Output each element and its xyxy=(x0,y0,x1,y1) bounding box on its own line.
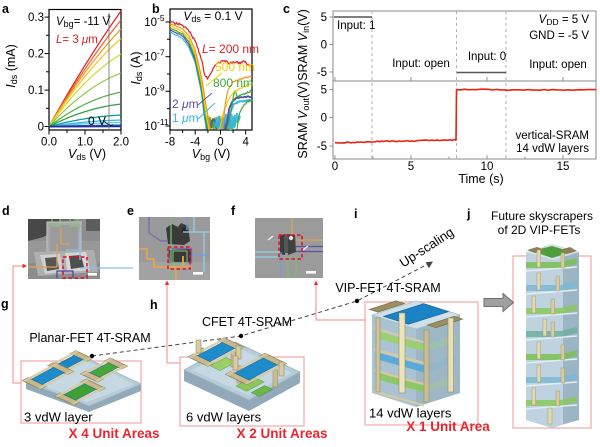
svg-text:-5: -5 xyxy=(317,141,327,153)
svg-text:Vds = 0.1 V: Vds = 0.1 V xyxy=(183,9,242,24)
svg-text:Input: 0: Input: 0 xyxy=(468,51,506,63)
svg-text:j: j xyxy=(466,207,470,221)
svg-text:VDD = 5 V: VDD = 5 V xyxy=(539,14,590,27)
svg-text:Time (s): Time (s) xyxy=(458,172,503,186)
svg-text:500 nm: 500 nm xyxy=(215,60,255,74)
svg-text:10: 10 xyxy=(144,121,157,133)
svg-text:VIP-FET 4T-SRAM: VIP-FET 4T-SRAM xyxy=(335,281,440,295)
svg-text:0: 0 xyxy=(332,161,338,173)
svg-text:0: 0 xyxy=(217,137,223,149)
svg-text:0 V: 0 V xyxy=(88,114,106,128)
svg-text:-7: -7 xyxy=(157,48,165,58)
svg-text:h: h xyxy=(150,298,158,312)
svg-text:Future skyscrapers: Future skyscrapers xyxy=(491,209,593,223)
svg-text:10: 10 xyxy=(144,17,157,29)
svg-text:L= 200 nm: L= 200 nm xyxy=(202,42,259,56)
svg-text:0.1: 0.1 xyxy=(28,85,44,97)
svg-text:Vbg (V): Vbg (V) xyxy=(192,147,231,162)
svg-text:Input: 1: Input: 1 xyxy=(337,20,375,32)
svg-text:14 vdW layers: 14 vdW layers xyxy=(369,406,452,421)
svg-text:0: 0 xyxy=(321,40,327,52)
svg-text:SRAM Vout(V): SRAM Vout(V) xyxy=(296,81,311,158)
svg-text:6 vdW layers: 6 vdW layers xyxy=(186,410,262,425)
svg-text:X 4 Unit Areas: X 4 Unit Areas xyxy=(68,426,159,441)
svg-text:of 2D VIP-FETs: of 2D VIP-FETs xyxy=(498,223,581,237)
svg-text:GND = -5 V: GND = -5 V xyxy=(529,30,589,42)
svg-text:Input: open: Input: open xyxy=(392,58,450,70)
svg-text:d: d xyxy=(2,204,10,218)
svg-text:i: i xyxy=(354,207,357,221)
svg-text:b: b xyxy=(152,2,160,16)
svg-text:Vbg= -11 V: Vbg= -11 V xyxy=(56,16,111,29)
svg-text:Vds (V): Vds (V) xyxy=(68,147,106,162)
svg-text:5: 5 xyxy=(408,161,414,173)
svg-text:a: a xyxy=(2,2,10,16)
svg-text:L= 3 μm: L= 3 μm xyxy=(56,34,98,46)
svg-text:g: g xyxy=(1,297,9,311)
svg-text:-9: -9 xyxy=(157,82,165,92)
svg-text:X 2 Unit Areas: X 2 Unit Areas xyxy=(236,426,327,441)
svg-text:10: 10 xyxy=(481,161,494,173)
svg-text:Ids (A): Ids (A) xyxy=(129,51,144,84)
svg-text:-4: -4 xyxy=(190,137,201,149)
svg-text:Ids (mA): Ids (mA) xyxy=(4,44,19,88)
svg-text:10: 10 xyxy=(144,52,157,64)
svg-text:10: 10 xyxy=(144,86,157,98)
svg-text:e: e xyxy=(127,204,134,218)
svg-text:1.0: 1.0 xyxy=(77,137,93,149)
svg-text:800 nm: 800 nm xyxy=(213,76,253,90)
svg-text:2.0: 2.0 xyxy=(113,137,129,149)
svg-text:3 vdW layer: 3 vdW layer xyxy=(24,410,93,425)
svg-text:14 vdW layers: 14 vdW layers xyxy=(516,143,589,155)
svg-text:-5: -5 xyxy=(317,67,327,79)
svg-text:0: 0 xyxy=(321,113,327,125)
svg-text:5: 5 xyxy=(321,12,327,24)
svg-text:-11: -11 xyxy=(157,117,169,127)
svg-text:15: 15 xyxy=(557,161,570,173)
svg-text:4: 4 xyxy=(242,137,249,149)
svg-text:-8: -8 xyxy=(165,137,175,149)
svg-text:1 μm: 1 μm xyxy=(172,111,199,125)
svg-text:vertical-SRAM: vertical-SRAM xyxy=(516,130,589,142)
svg-text:CFET 4T-SRAM: CFET 4T-SRAM xyxy=(202,315,292,329)
svg-text:Input: open: Input: open xyxy=(529,59,587,71)
svg-text:-5: -5 xyxy=(157,13,165,23)
svg-text:SRAM Vin(V): SRAM Vin(V) xyxy=(296,9,311,81)
svg-text:Planar-FET 4T-SRAM: Planar-FET 4T-SRAM xyxy=(29,331,150,345)
svg-text:0.2: 0.2 xyxy=(28,49,44,61)
svg-text:0.3: 0.3 xyxy=(28,12,44,24)
svg-text:2 μm: 2 μm xyxy=(172,97,199,111)
svg-text:5: 5 xyxy=(321,85,327,97)
svg-text:c: c xyxy=(283,2,290,16)
svg-text:X 1 Unit Area: X 1 Unit Area xyxy=(406,419,490,434)
svg-text:0: 0 xyxy=(38,122,44,134)
svg-text:f: f xyxy=(231,204,236,218)
svg-text:0.0: 0.0 xyxy=(41,137,57,149)
